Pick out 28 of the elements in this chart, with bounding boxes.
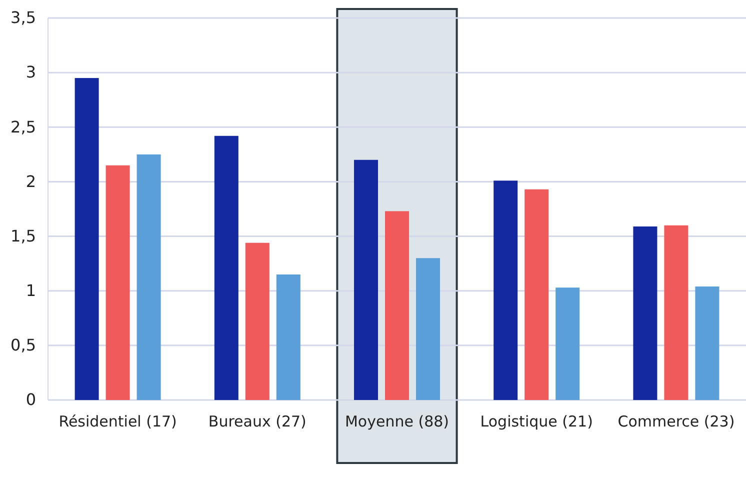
bar — [106, 165, 130, 400]
x-tick-label: Bureaux (27) — [208, 412, 306, 431]
y-tick-label: 0,5 — [10, 336, 36, 355]
x-tick-label: Résidentiel (17) — [58, 412, 177, 431]
bar — [354, 160, 378, 400]
y-tick-label: 1 — [26, 280, 36, 300]
bar — [136, 154, 161, 400]
bar — [633, 226, 658, 400]
bar — [416, 258, 440, 400]
bar — [245, 242, 270, 400]
bar — [524, 189, 549, 400]
bar — [276, 274, 300, 400]
bar — [385, 211, 409, 400]
y-tick-label: 1,5 — [10, 226, 36, 246]
bar — [556, 288, 580, 400]
bar — [494, 180, 518, 400]
x-tick-label: Commerce (23) — [618, 412, 735, 431]
bar — [664, 225, 688, 400]
y-tick-label: 3 — [26, 62, 36, 82]
bar — [695, 286, 720, 400]
bar — [214, 136, 238, 400]
y-tick-label: 2 — [26, 172, 36, 191]
y-tick-label: 2,5 — [10, 117, 36, 136]
x-tick-label: Logistique (21) — [480, 412, 593, 431]
bar — [74, 78, 99, 400]
y-tick-label: 0 — [26, 390, 36, 410]
y-tick-label: 3,5 — [10, 8, 36, 28]
x-tick-label: Moyenne (88) — [344, 412, 450, 431]
